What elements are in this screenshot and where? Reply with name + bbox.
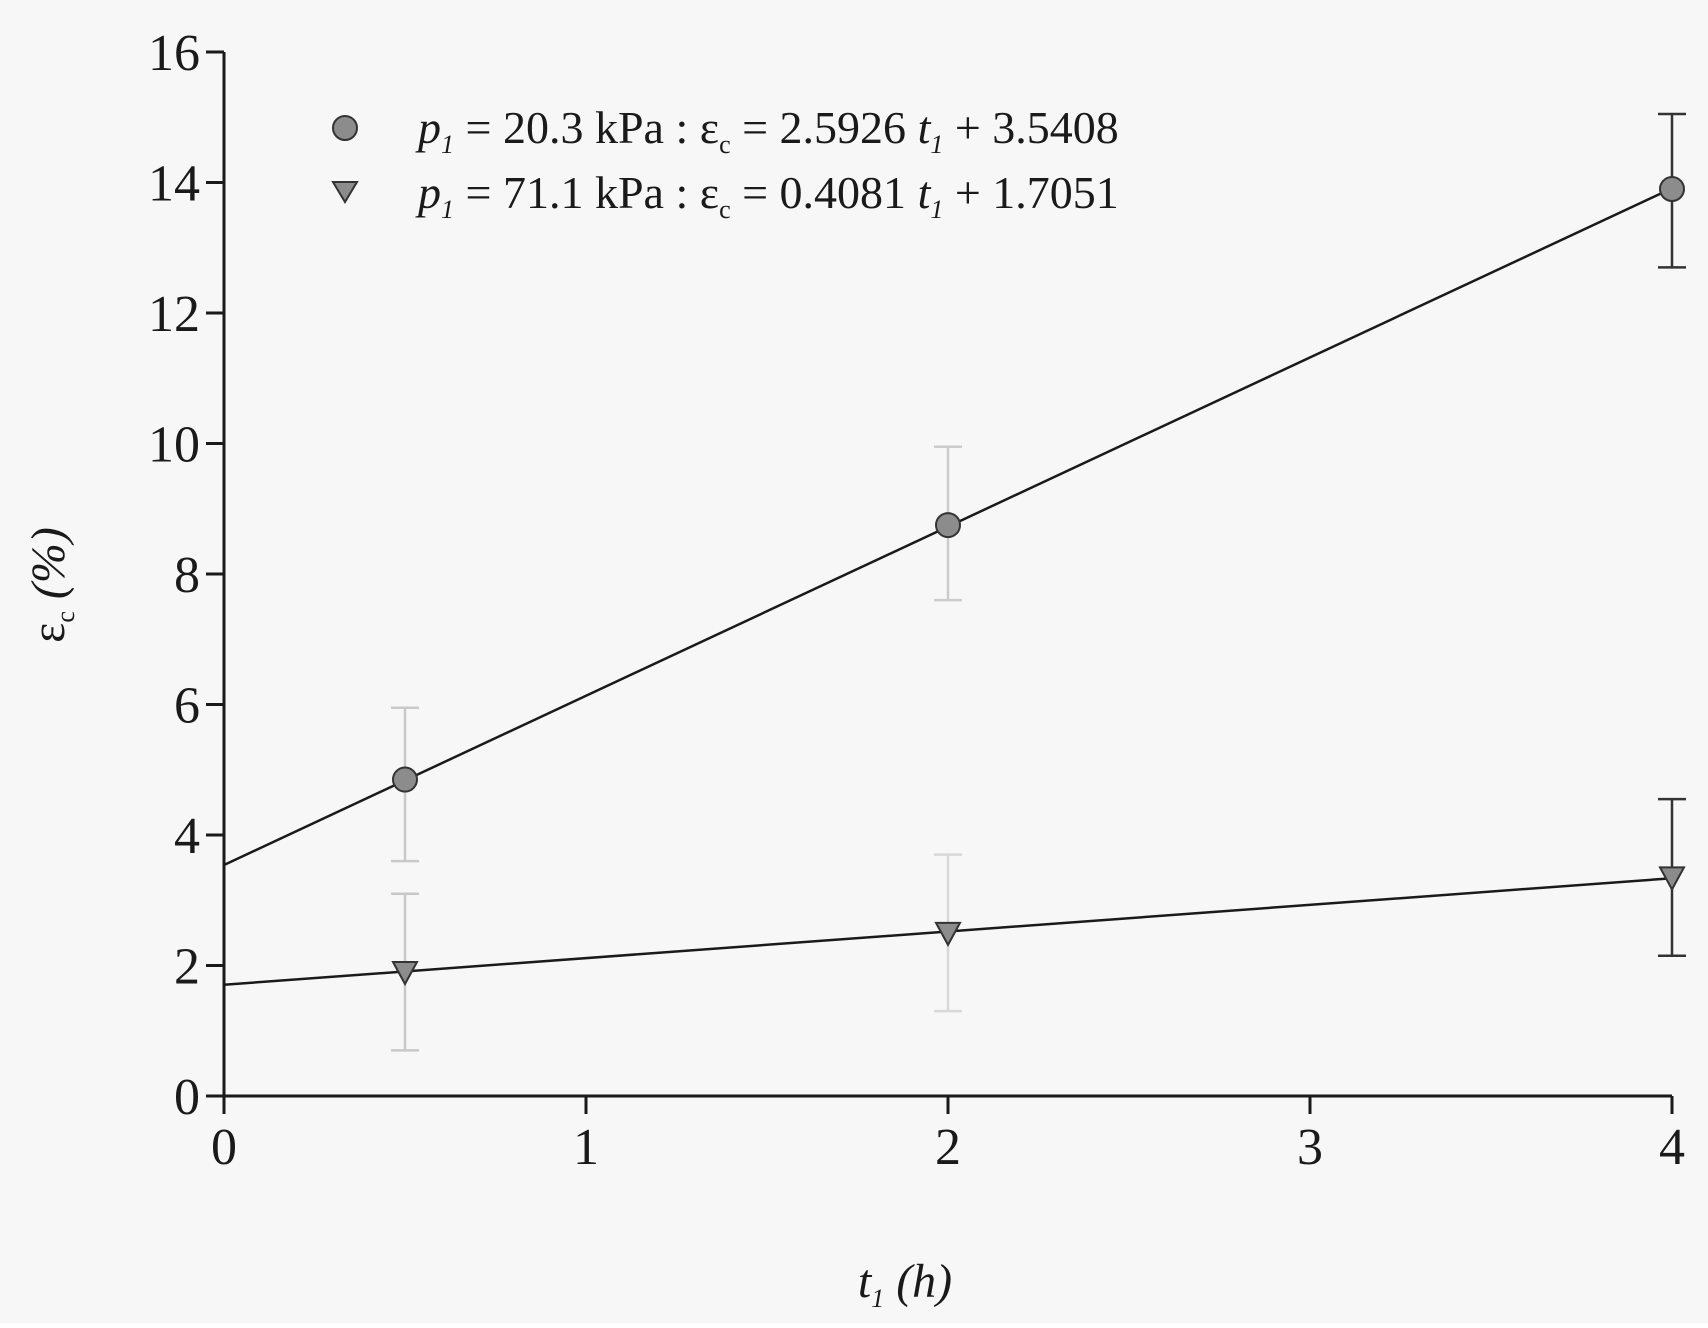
data-point-circle <box>392 766 418 793</box>
y-tick-label: 8 <box>174 547 200 604</box>
legend-entry-1: p1 = 20.3 kPa : εc = 2.5926 t1 + 3.5408 <box>415 102 1119 159</box>
x-axis-label: t1 (h) <box>858 1255 952 1313</box>
x-axis-label-unit: (h) <box>884 1255 952 1308</box>
x-tick-label: 2 <box>935 1119 961 1176</box>
legend-1-p: p <box>415 102 441 153</box>
legend-1-rest: + 3.5408 <box>943 102 1118 153</box>
legend-2-t-sub: 1 <box>930 195 943 224</box>
y-tick-label: 0 <box>174 1069 200 1126</box>
legend-2-rest: + 1.7051 <box>943 167 1118 218</box>
legend-1-eq: = 2.5926 <box>731 102 918 153</box>
legend-entry-2: p1 = 71.1 kPa : εc = 0.4081 t1 + 1.7051 <box>415 167 1119 224</box>
legend-marker-circle <box>332 115 358 141</box>
y-tick-label: 16 <box>148 25 200 82</box>
x-axis-label-main: t <box>858 1255 873 1308</box>
x-tick-label: 1 <box>573 1119 599 1176</box>
x-axis-label-sub: 1 <box>871 1284 884 1313</box>
legend: p1 = 20.3 kPa : εc = 2.5926 t1 + 3.5408 … <box>331 102 1119 224</box>
legend-2-p: p <box>415 167 441 218</box>
y-axis-label-unit: (%) <box>22 527 75 611</box>
x-tick-label: 0 <box>211 1119 237 1176</box>
y-axis-label: εc (%) <box>22 527 80 643</box>
x-tick-label: 3 <box>1297 1119 1323 1176</box>
data-point-circle <box>1659 176 1685 203</box>
data-point-triangle <box>391 961 419 987</box>
y-tick-label: 2 <box>174 939 200 996</box>
y-tick-label: 12 <box>148 286 200 343</box>
legend-1-t: t <box>918 102 932 153</box>
error-bars <box>391 112 1686 1052</box>
legend-1-eps-sub: c <box>719 130 731 159</box>
legend-2-p-sub: 1 <box>441 195 454 224</box>
legend-2-t: t <box>918 167 932 218</box>
y-axis-label-sub: c <box>51 611 80 623</box>
legend-marker-triangle <box>331 181 359 204</box>
legend-2-eps-sub: c <box>719 195 731 224</box>
data-point-circle <box>935 512 961 539</box>
legend-2-eq: = 0.4081 <box>731 167 918 218</box>
data-point-triangle <box>1658 866 1686 892</box>
y-axis-label-main: ε <box>22 623 75 643</box>
x-tick-label: 4 <box>1659 1119 1685 1176</box>
legend-1-p-value: = 20.3 kPa : <box>454 102 700 153</box>
y-tick-label: 6 <box>174 678 200 735</box>
legend-2-eps: ε <box>700 167 719 218</box>
legend-1-eps: ε <box>700 102 719 153</box>
y-tick-label: 14 <box>148 156 200 213</box>
legend-1-t-sub: 1 <box>930 130 943 159</box>
data-point-triangle <box>934 921 962 947</box>
y-tick-label: 10 <box>148 417 200 474</box>
data-markers <box>391 176 1686 987</box>
legend-2-p-value: = 71.1 kPa : <box>454 167 700 218</box>
y-tick-label: 4 <box>174 808 200 865</box>
legend-1-p-sub: 1 <box>441 130 454 159</box>
